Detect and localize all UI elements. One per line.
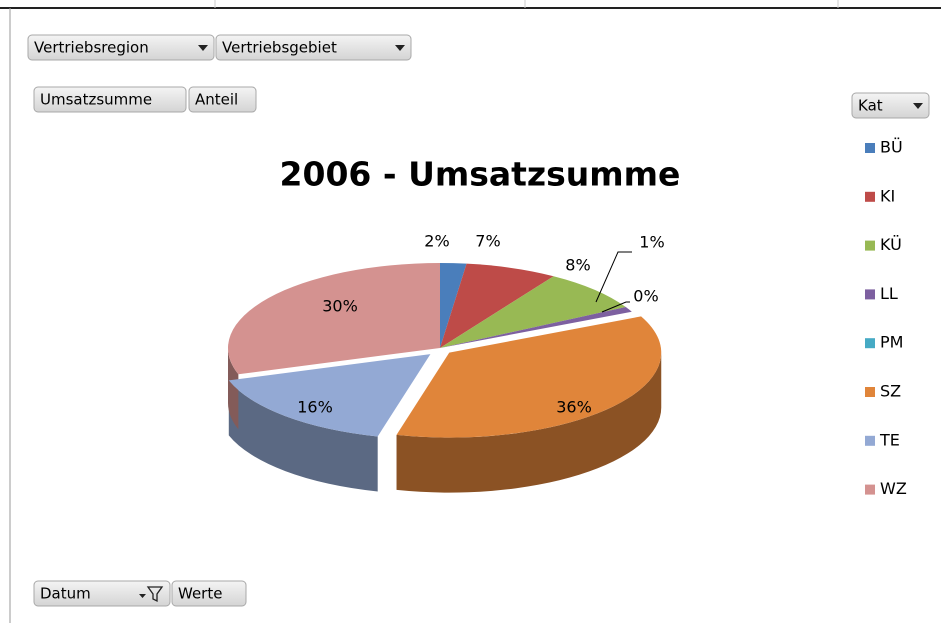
button-label: Kat: [858, 97, 883, 115]
legend-swatch: [865, 435, 875, 446]
legend-label: BÜ: [880, 138, 903, 157]
slice: [440, 263, 467, 348]
button-face: [171, 580, 247, 607]
legend-label: PM: [880, 333, 903, 352]
legend-label: LL: [880, 284, 898, 303]
button-face: [215, 34, 412, 61]
button-label: Vertriebsgebiet: [222, 39, 337, 57]
chart-title: 2006 - Umsatzsumme: [280, 155, 681, 194]
field-button[interactable]: Vertriebsgebiet: [215, 34, 412, 61]
legend-label: KI: [880, 186, 895, 205]
button-label: Umsatzsumme: [40, 91, 152, 109]
leader-line: [601, 301, 630, 313]
dropdown-arrow: [913, 103, 923, 109]
legend-label: WZ: [880, 479, 907, 498]
leader-line: [595, 251, 632, 303]
slice: [440, 307, 632, 348]
legend-swatch: [865, 240, 875, 251]
slice: [227, 263, 440, 375]
field-button[interactable]: Anteil: [188, 86, 257, 113]
slice-side: [228, 380, 378, 492]
data-label: 8%: [565, 256, 590, 275]
field-button[interactable]: Kat: [851, 92, 930, 119]
slice: [440, 276, 626, 348]
button-face: [33, 86, 187, 113]
slice: [440, 263, 554, 348]
slice: [396, 316, 662, 438]
data-label: 7%: [475, 232, 500, 251]
legend-label: KÜ: [880, 235, 902, 254]
button-face: [188, 86, 257, 113]
field-button[interactable]: Vertriebsregion: [27, 34, 215, 61]
button-face: [851, 92, 930, 119]
filter-icon: [146, 586, 164, 603]
data-label: 0%: [633, 287, 658, 306]
field-button[interactable]: Umsatzsumme: [33, 86, 187, 113]
data-label: 16%: [297, 398, 333, 417]
field-button[interactable]: Werte: [171, 580, 247, 607]
button-label: Datum: [40, 585, 91, 603]
button-label: Anteil: [195, 91, 238, 109]
field-button[interactable]: Datum: [33, 580, 171, 607]
dropdown-arrow: [198, 45, 208, 51]
legend-swatch: [865, 484, 875, 495]
slice: [228, 354, 431, 437]
legend-swatch: [865, 143, 875, 153]
legend-label: SZ: [880, 382, 901, 401]
data-label: 1%: [639, 233, 664, 252]
dropdown-arrow: [139, 594, 146, 598]
slice-side: [228, 348, 239, 430]
button-face: [27, 34, 215, 61]
data-label: 30%: [322, 297, 358, 316]
button-face: [33, 580, 171, 607]
dropdown-arrow: [395, 45, 405, 51]
legend-swatch: [865, 289, 875, 300]
legend-swatch: [865, 338, 875, 349]
data-label: 2%: [424, 232, 449, 251]
slice-side: [396, 352, 662, 493]
legend-label: TE: [879, 430, 900, 449]
legend-swatch: [865, 387, 875, 397]
button-label: Vertriebsregion: [34, 39, 149, 57]
button-label: Werte: [178, 585, 222, 603]
data-label: 36%: [556, 398, 592, 417]
legend-swatch: [865, 191, 875, 202]
